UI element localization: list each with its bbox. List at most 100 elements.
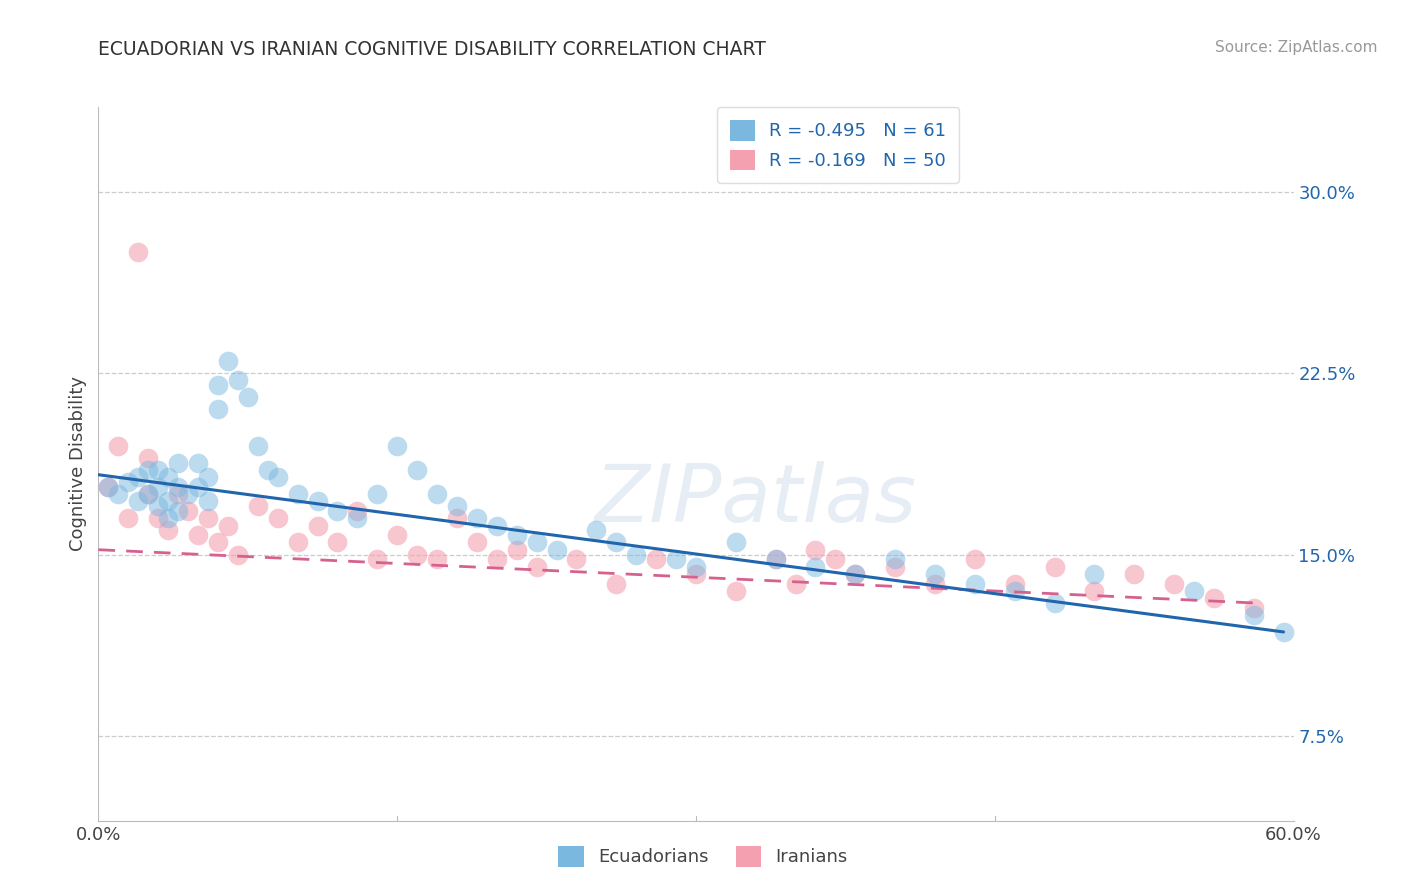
Point — [157, 524, 180, 538]
Point — [148, 499, 170, 513]
Point — [136, 487, 159, 501]
Point — [326, 504, 349, 518]
Point — [605, 535, 627, 549]
Point — [406, 463, 429, 477]
Text: Source: ZipAtlas.com: Source: ZipAtlas.com — [1215, 40, 1378, 55]
Point — [177, 487, 200, 501]
Point — [167, 456, 190, 470]
Point — [207, 402, 229, 417]
Point — [226, 373, 249, 387]
Point — [1004, 576, 1026, 591]
Point — [346, 504, 368, 518]
Point — [157, 511, 180, 525]
Point — [385, 528, 409, 542]
Point — [565, 552, 588, 566]
Point — [346, 511, 368, 525]
Point — [167, 487, 190, 501]
Point — [287, 535, 309, 549]
Point — [785, 576, 807, 591]
Point — [136, 450, 159, 465]
Y-axis label: Cognitive Disability: Cognitive Disability — [69, 376, 87, 551]
Point — [465, 535, 488, 549]
Point — [148, 463, 170, 477]
Point — [236, 390, 259, 404]
Point — [1083, 566, 1105, 581]
Point — [177, 504, 200, 518]
Point — [366, 487, 388, 501]
Point — [446, 511, 468, 525]
Point — [117, 511, 139, 525]
Point — [844, 566, 866, 581]
Point — [256, 463, 278, 477]
Point — [127, 494, 149, 508]
Point — [485, 518, 508, 533]
Point — [963, 576, 986, 591]
Point — [217, 354, 239, 368]
Point — [765, 552, 787, 566]
Point — [804, 559, 827, 574]
Point — [117, 475, 139, 489]
Text: ZIPatlas: ZIPatlas — [595, 460, 917, 539]
Point — [465, 511, 488, 525]
Point — [187, 528, 209, 542]
Point — [724, 583, 747, 598]
Point — [765, 552, 787, 566]
Point — [665, 552, 688, 566]
Point — [1004, 583, 1026, 598]
Point — [136, 487, 159, 501]
Point — [187, 480, 209, 494]
Point — [326, 535, 349, 549]
Point — [1243, 607, 1265, 622]
Point — [157, 494, 180, 508]
Point — [385, 439, 409, 453]
Point — [97, 480, 120, 494]
Point — [217, 518, 239, 533]
Point — [406, 548, 429, 562]
Point — [426, 487, 449, 501]
Point — [167, 480, 190, 494]
Point — [207, 378, 229, 392]
Point — [287, 487, 309, 501]
Point — [884, 552, 907, 566]
Point — [157, 470, 180, 484]
Point — [1043, 596, 1066, 610]
Point — [246, 499, 269, 513]
Point — [148, 511, 170, 525]
Point — [446, 499, 468, 513]
Point — [307, 494, 329, 508]
Point — [127, 245, 149, 260]
Point — [107, 487, 129, 501]
Legend: R = -0.495   N = 61, R = -0.169   N = 50: R = -0.495 N = 61, R = -0.169 N = 50 — [717, 107, 959, 183]
Point — [546, 542, 568, 557]
Point — [1123, 566, 1146, 581]
Point — [526, 535, 548, 549]
Point — [307, 518, 329, 533]
Point — [136, 463, 159, 477]
Point — [884, 559, 907, 574]
Point — [506, 542, 529, 557]
Point — [685, 559, 707, 574]
Point — [724, 535, 747, 549]
Point — [506, 528, 529, 542]
Point — [226, 548, 249, 562]
Point — [267, 470, 290, 484]
Point — [924, 576, 946, 591]
Legend: Ecuadorians, Iranians: Ecuadorians, Iranians — [551, 838, 855, 874]
Point — [167, 504, 190, 518]
Point — [97, 480, 120, 494]
Point — [267, 511, 290, 525]
Point — [246, 439, 269, 453]
Point — [645, 552, 668, 566]
Point — [526, 559, 548, 574]
Point — [187, 456, 209, 470]
Point — [197, 511, 219, 525]
Point — [624, 548, 647, 562]
Point — [1243, 600, 1265, 615]
Point — [107, 439, 129, 453]
Point — [1272, 624, 1295, 639]
Text: ECUADORIAN VS IRANIAN COGNITIVE DISABILITY CORRELATION CHART: ECUADORIAN VS IRANIAN COGNITIVE DISABILI… — [98, 40, 766, 59]
Point — [585, 524, 607, 538]
Point — [197, 470, 219, 484]
Point — [197, 494, 219, 508]
Point — [924, 566, 946, 581]
